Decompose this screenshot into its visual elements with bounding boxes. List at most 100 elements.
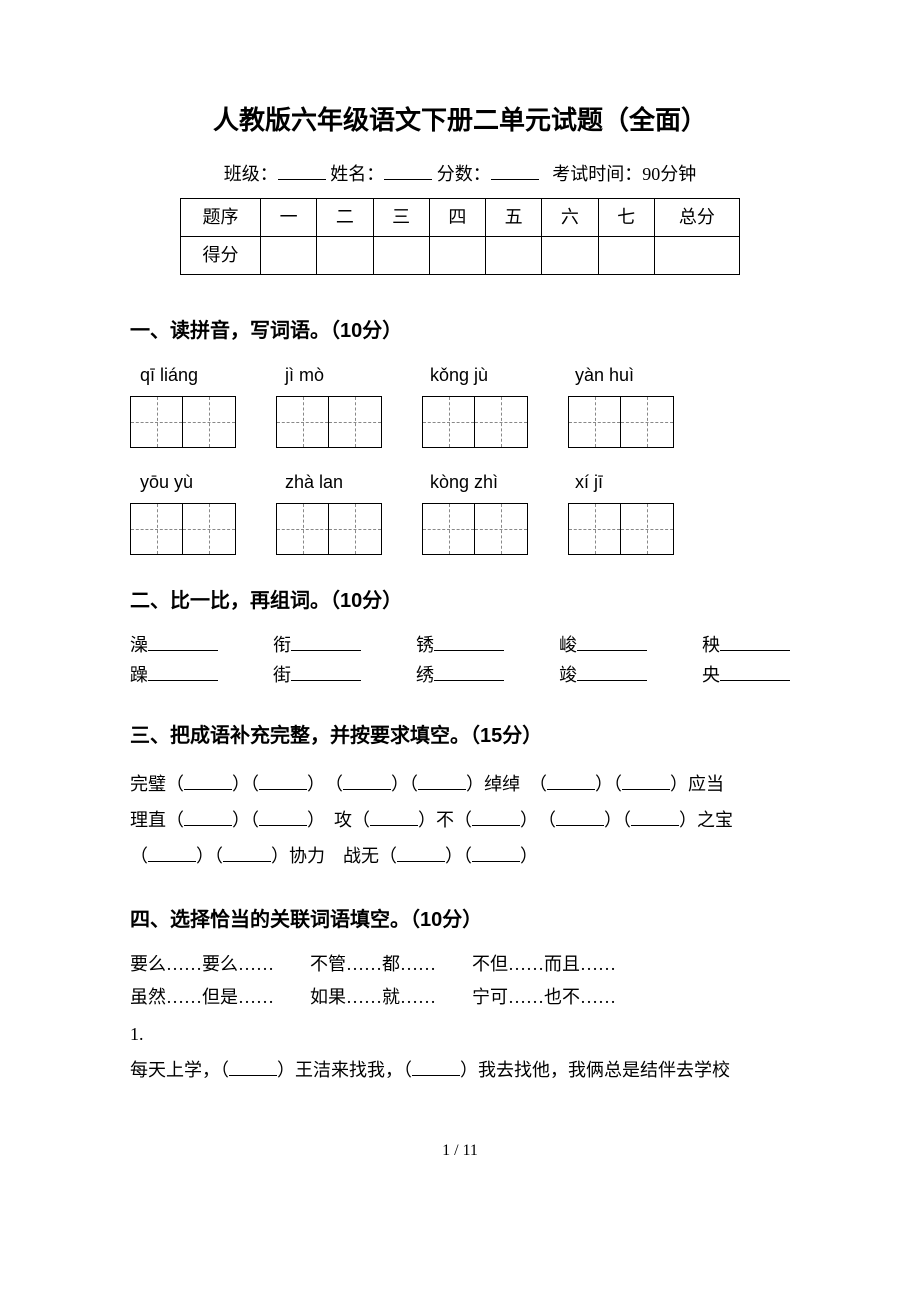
score-cell[interactable] [542,237,598,275]
pinyin: kǒng jù [430,361,535,390]
blank[interactable] [720,663,790,681]
txt: 完璧（ [130,774,184,794]
blank[interactable] [397,844,445,862]
table-row: 得分 [181,237,740,275]
char-box-pair[interactable] [422,396,528,448]
col-h: 四 [429,199,485,237]
pinyin: yàn huì [575,361,680,390]
conjunction-options: 虽然……但是…… 如果……就…… 宁可……也不…… [130,983,790,1012]
blank[interactable] [622,772,670,790]
score-cell[interactable] [317,237,373,275]
txt: ）（ [196,846,223,866]
blank[interactable] [434,633,504,651]
doc-title: 人教版六年级语文下册二单元试题（全面） [130,100,790,142]
blank[interactable] [434,663,504,681]
compare-row: 躁 街 绣 竣 央 [130,661,790,690]
table-row: 题序 一 二 三 四 五 六 七 总分 [181,199,740,237]
blank[interactable] [370,808,418,826]
blank[interactable] [259,808,307,826]
char: 锈 [416,631,434,660]
blank[interactable] [343,772,391,790]
txt: ）（ [445,846,472,866]
score-table: 题序 一 二 三 四 五 六 七 总分 得分 [180,198,740,275]
name-blank[interactable] [384,162,432,180]
txt: ） 攻（ [307,810,370,830]
blank[interactable] [556,808,604,826]
time-label: 考试时间：90分钟 [552,164,696,184]
char-box-pair[interactable] [422,503,528,555]
col-h: 七 [598,199,654,237]
char-box-pair[interactable] [130,503,236,555]
pinyin: zhà lan [285,468,390,497]
idiom-line: 理直（）（） 攻（）不（） （）（）之宝 [130,802,790,838]
txt: ）（ [232,810,259,830]
txt: ）协力 战无（ [271,846,397,866]
blank[interactable] [547,772,595,790]
blank[interactable] [631,808,679,826]
blank[interactable] [291,663,361,681]
score-cell[interactable] [261,237,317,275]
char: 央 [702,661,720,690]
blank[interactable] [148,844,196,862]
blank[interactable] [259,772,307,790]
blank[interactable] [577,663,647,681]
col-h: 总分 [654,199,739,237]
txt: ）（ [391,774,418,794]
blank[interactable] [148,633,218,651]
score-cell[interactable] [598,237,654,275]
score-cell[interactable] [486,237,542,275]
row-label: 得分 [181,237,261,275]
char: 衔 [273,631,291,660]
score-blank[interactable] [491,162,539,180]
class-blank[interactable] [278,162,326,180]
compare-row: 澡 衔 锈 峻 秧 [130,631,790,660]
pinyin: yōu yù [140,468,245,497]
txt: ）之宝 [679,810,733,830]
char-box-pair[interactable] [568,396,674,448]
txt: （ [130,846,148,866]
blank[interactable] [148,663,218,681]
section4-heading: 四、选择恰当的关联词语填空。（10分） [130,904,790,936]
q1-text: 每天上学，（）王洁来找我，（）我去找他，我俩总是结伴去学校 [130,1052,790,1088]
pinyin-row: qī liáng jì mò kǒng jù yàn huì [130,361,790,390]
char-box-pair[interactable] [276,503,382,555]
char-box-pair[interactable] [276,396,382,448]
col-h: 一 [261,199,317,237]
score-cell[interactable] [373,237,429,275]
char: 绣 [416,661,434,690]
blank[interactable] [577,633,647,651]
txt: 每天上学，（ [130,1060,229,1080]
blank[interactable] [184,772,232,790]
txt: ） （ [307,774,343,794]
char: 秧 [702,631,720,660]
blank[interactable] [720,633,790,651]
char: 竣 [559,661,577,690]
char: 澡 [130,631,148,660]
blank[interactable] [291,633,361,651]
page-number: 1 / 11 [130,1138,790,1164]
col-h: 五 [486,199,542,237]
col-h: 二 [317,199,373,237]
blank[interactable] [472,844,520,862]
boxes-row [130,396,790,448]
txt: ） （ [520,810,556,830]
col-h: 六 [542,199,598,237]
pinyin: qī liáng [140,361,245,390]
score-cell[interactable] [429,237,485,275]
txt: ）（ [604,810,631,830]
char-box-pair[interactable] [568,503,674,555]
score-cell[interactable] [654,237,739,275]
blank[interactable] [418,772,466,790]
blank[interactable] [472,808,520,826]
meta-line: 班级： 姓名： 分数： 考试时间：90分钟 [130,160,790,189]
score-label: 分数： [437,164,491,184]
blank[interactable] [223,844,271,862]
txt: ）王洁来找我，（ [277,1060,412,1080]
txt: ）绰绰 （ [466,774,547,794]
char-box-pair[interactable] [130,396,236,448]
blank[interactable] [412,1058,460,1076]
char: 躁 [130,661,148,690]
blank[interactable] [184,808,232,826]
idiom-line: 完璧（）（） （）（）绰绰 （）（）应当 [130,766,790,802]
blank[interactable] [229,1058,277,1076]
